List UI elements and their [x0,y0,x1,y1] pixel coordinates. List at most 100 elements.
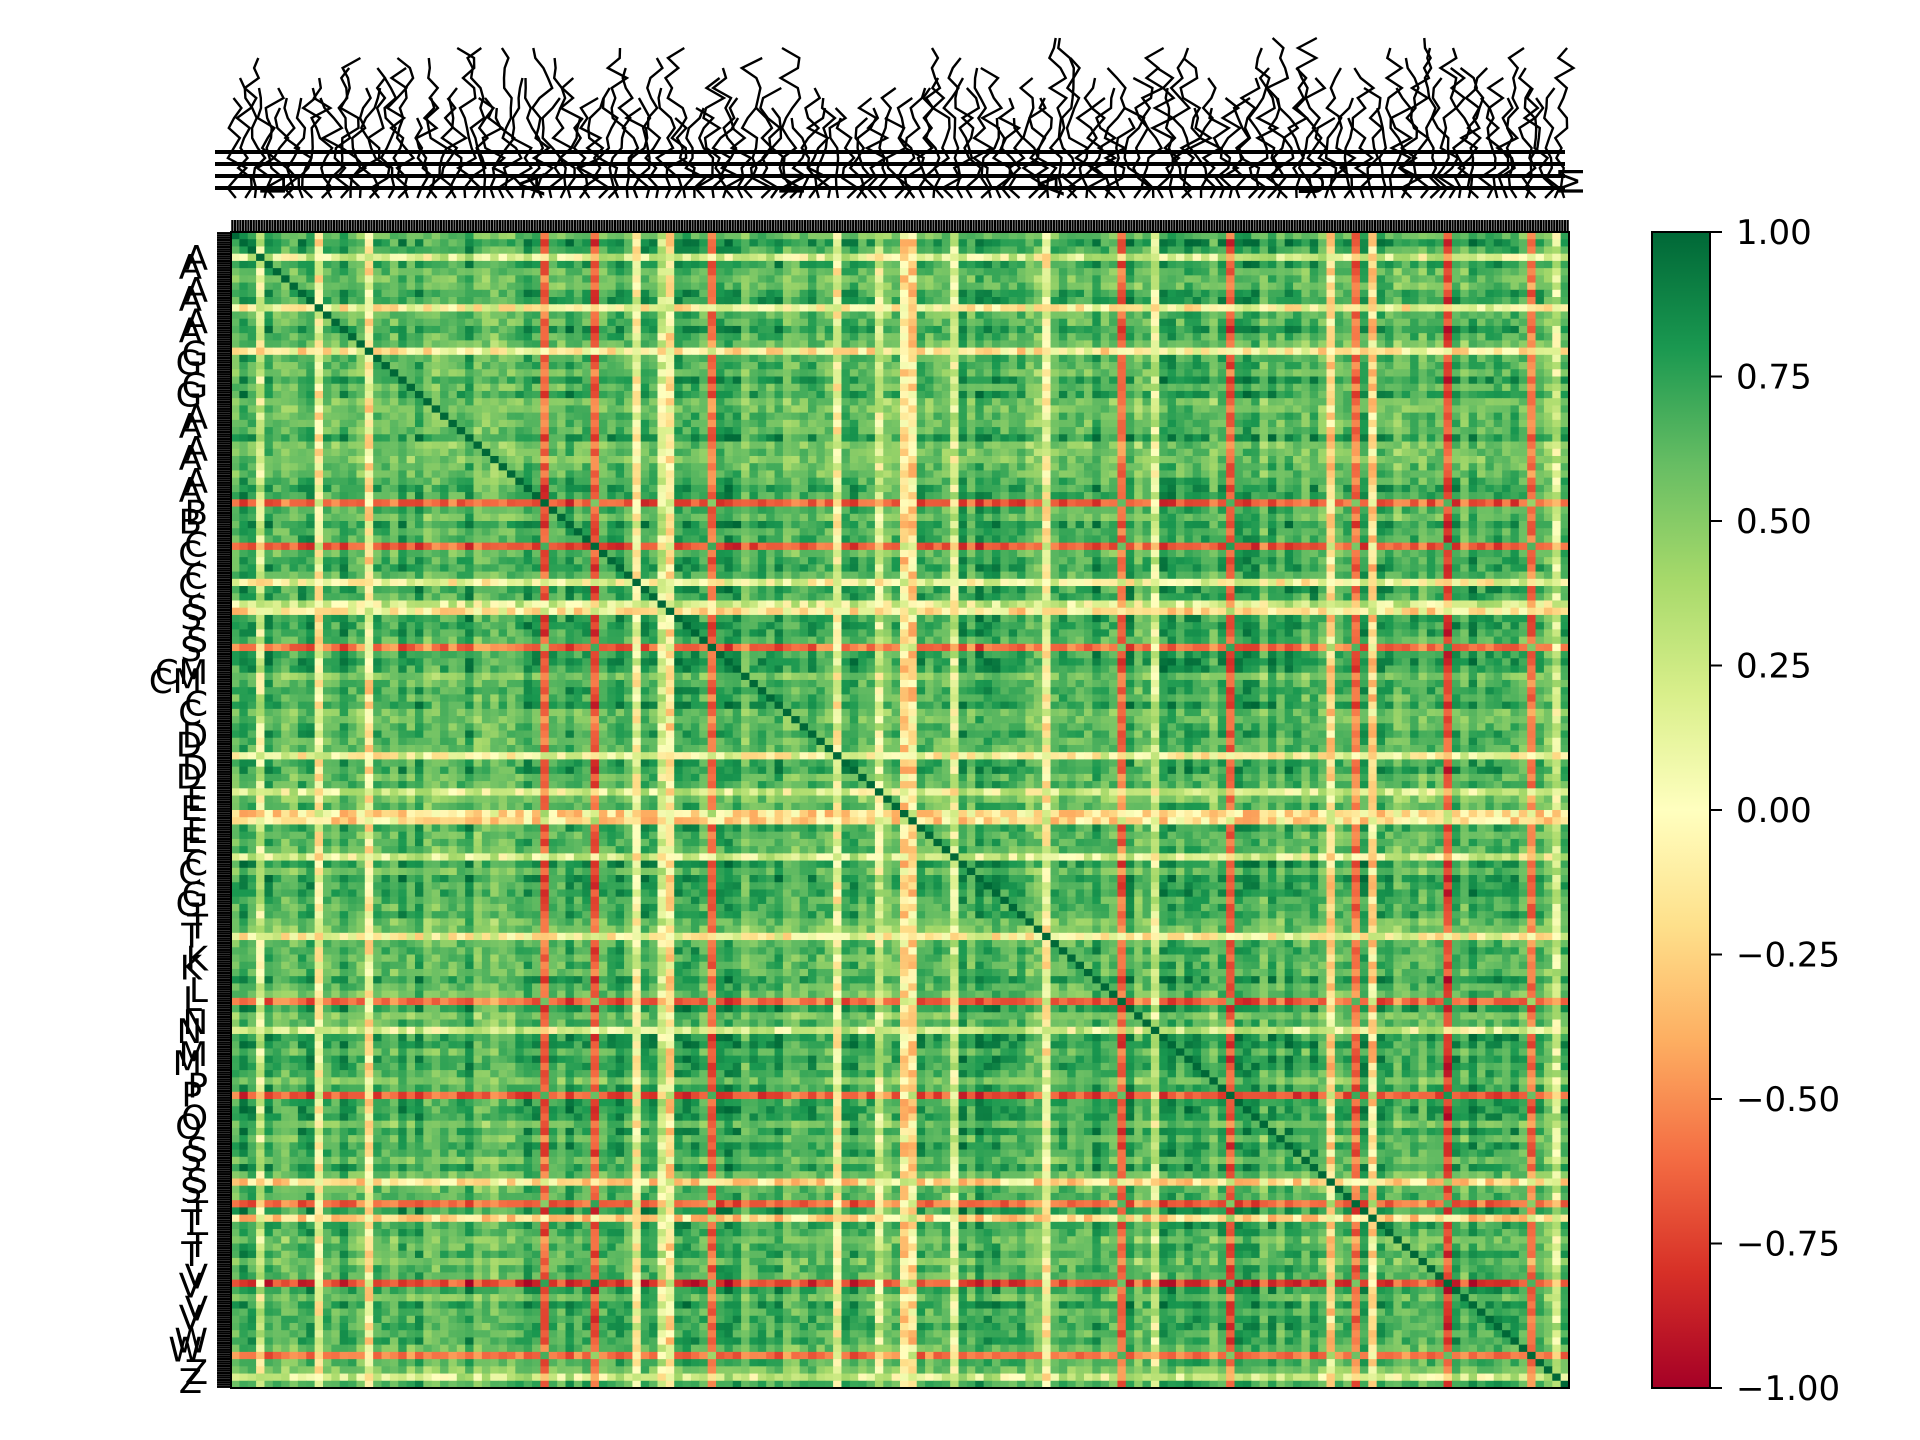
heatmap-cell [1335,304,1344,312]
heatmap-cell [1226,348,1235,356]
heatmap-cell [1042,246,1051,254]
heatmap-cell [833,261,842,269]
heatmap-cell [1268,290,1277,298]
heatmap-cell [716,283,725,291]
heatmap-cell [1151,377,1160,385]
heatmap-cell [281,304,290,312]
heatmap-cell [1101,340,1110,348]
heatmap-cell [1427,232,1436,240]
heatmap-cell [808,290,817,298]
heatmap-cell [1017,261,1026,269]
heatmap-cell [1452,254,1461,262]
heatmap-cell [1209,377,1218,385]
heatmap-cell [607,261,616,269]
heatmap-cell [875,239,884,247]
heatmap-cell [474,355,483,363]
heatmap-cell [1034,290,1043,298]
heatmap-cell [808,311,817,319]
heatmap-cell [1435,355,1444,363]
heatmap-cell [775,377,784,385]
heatmap-cell [1502,246,1511,254]
heatmap-cell [1243,246,1252,254]
heatmap-cell [465,384,474,392]
heatmap-cell [465,355,474,363]
heatmap-cell [331,297,340,305]
heatmap-cell [900,290,909,298]
heatmap-cell [331,283,340,291]
heatmap-cell [415,290,424,298]
heatmap-cell [984,355,993,363]
heatmap-cell [749,391,758,399]
heatmap-cell [1510,348,1519,356]
heatmap-cell [599,261,608,269]
heatmap-cell [933,254,942,262]
heatmap-cell [582,304,591,312]
heatmap-cell [1385,377,1394,385]
heatmap-cell [1418,311,1427,319]
heatmap-cell [624,398,633,406]
heatmap-cell [933,326,942,334]
heatmap-cell [398,377,407,385]
heatmap-cell [315,348,324,356]
heatmap-cell [1485,246,1494,254]
heatmap-cell [699,290,708,298]
heatmap-cell [440,333,449,341]
heatmap-cell [1452,369,1461,377]
heatmap-cell [1477,384,1486,392]
heatmap-cell [1151,254,1160,262]
heatmap-cell [1042,333,1051,341]
heatmap-cell [892,239,901,247]
heatmap-cell [741,261,750,269]
heatmap-cell [1076,333,1085,341]
heatmap-cell [1285,340,1294,348]
heatmap-cell [716,340,725,348]
heatmap-cell [231,239,240,247]
heatmap-cell [1510,290,1519,298]
heatmap-cell [1452,283,1461,291]
heatmap-cell [315,340,324,348]
heatmap-cell [1042,261,1051,269]
heatmap-cell [791,355,800,363]
heatmap-cell [666,275,675,283]
heatmap-cell [482,232,491,240]
heatmap-cell [967,254,976,262]
heatmap-cell [783,246,792,254]
heatmap-cell [1544,377,1553,385]
heatmap-cell [607,362,616,370]
heatmap-cell [1151,246,1160,254]
heatmap-cell [649,311,658,319]
heatmap-cell [691,297,700,305]
heatmap-cell [1209,246,1218,254]
heatmap-cell [323,283,332,291]
heatmap-cell [1485,311,1494,319]
heatmap-cell [323,254,332,262]
heatmap-cell [1285,261,1294,269]
heatmap-cell [599,304,608,312]
heatmap-cell [883,275,892,283]
heatmap-cell [984,290,993,298]
heatmap-cell [741,311,750,319]
heatmap-cell [917,398,926,406]
heatmap-cell [833,326,842,334]
heatmap-cell [699,355,708,363]
heatmap-cell [691,290,700,298]
heatmap-cell [549,254,558,262]
heatmap-cell [641,355,650,363]
heatmap-cell [674,333,683,341]
heatmap-cell [758,369,767,377]
heatmap-cell [1310,304,1319,312]
heatmap-cell [373,398,382,406]
heatmap-cell [1293,254,1302,262]
heatmap-cell [1335,362,1344,370]
heatmap-cell [1385,319,1394,327]
heatmap-cell [1235,268,1244,276]
heatmap-cell [348,261,357,269]
heatmap-cell [883,297,892,305]
heatmap-cell [273,348,282,356]
heatmap-cell [1134,275,1143,283]
heatmap-cell [1418,362,1427,370]
heatmap-cell [1385,340,1394,348]
heatmap-cell [749,246,758,254]
heatmap-cell [1544,348,1553,356]
heatmap-cell [1218,377,1227,385]
